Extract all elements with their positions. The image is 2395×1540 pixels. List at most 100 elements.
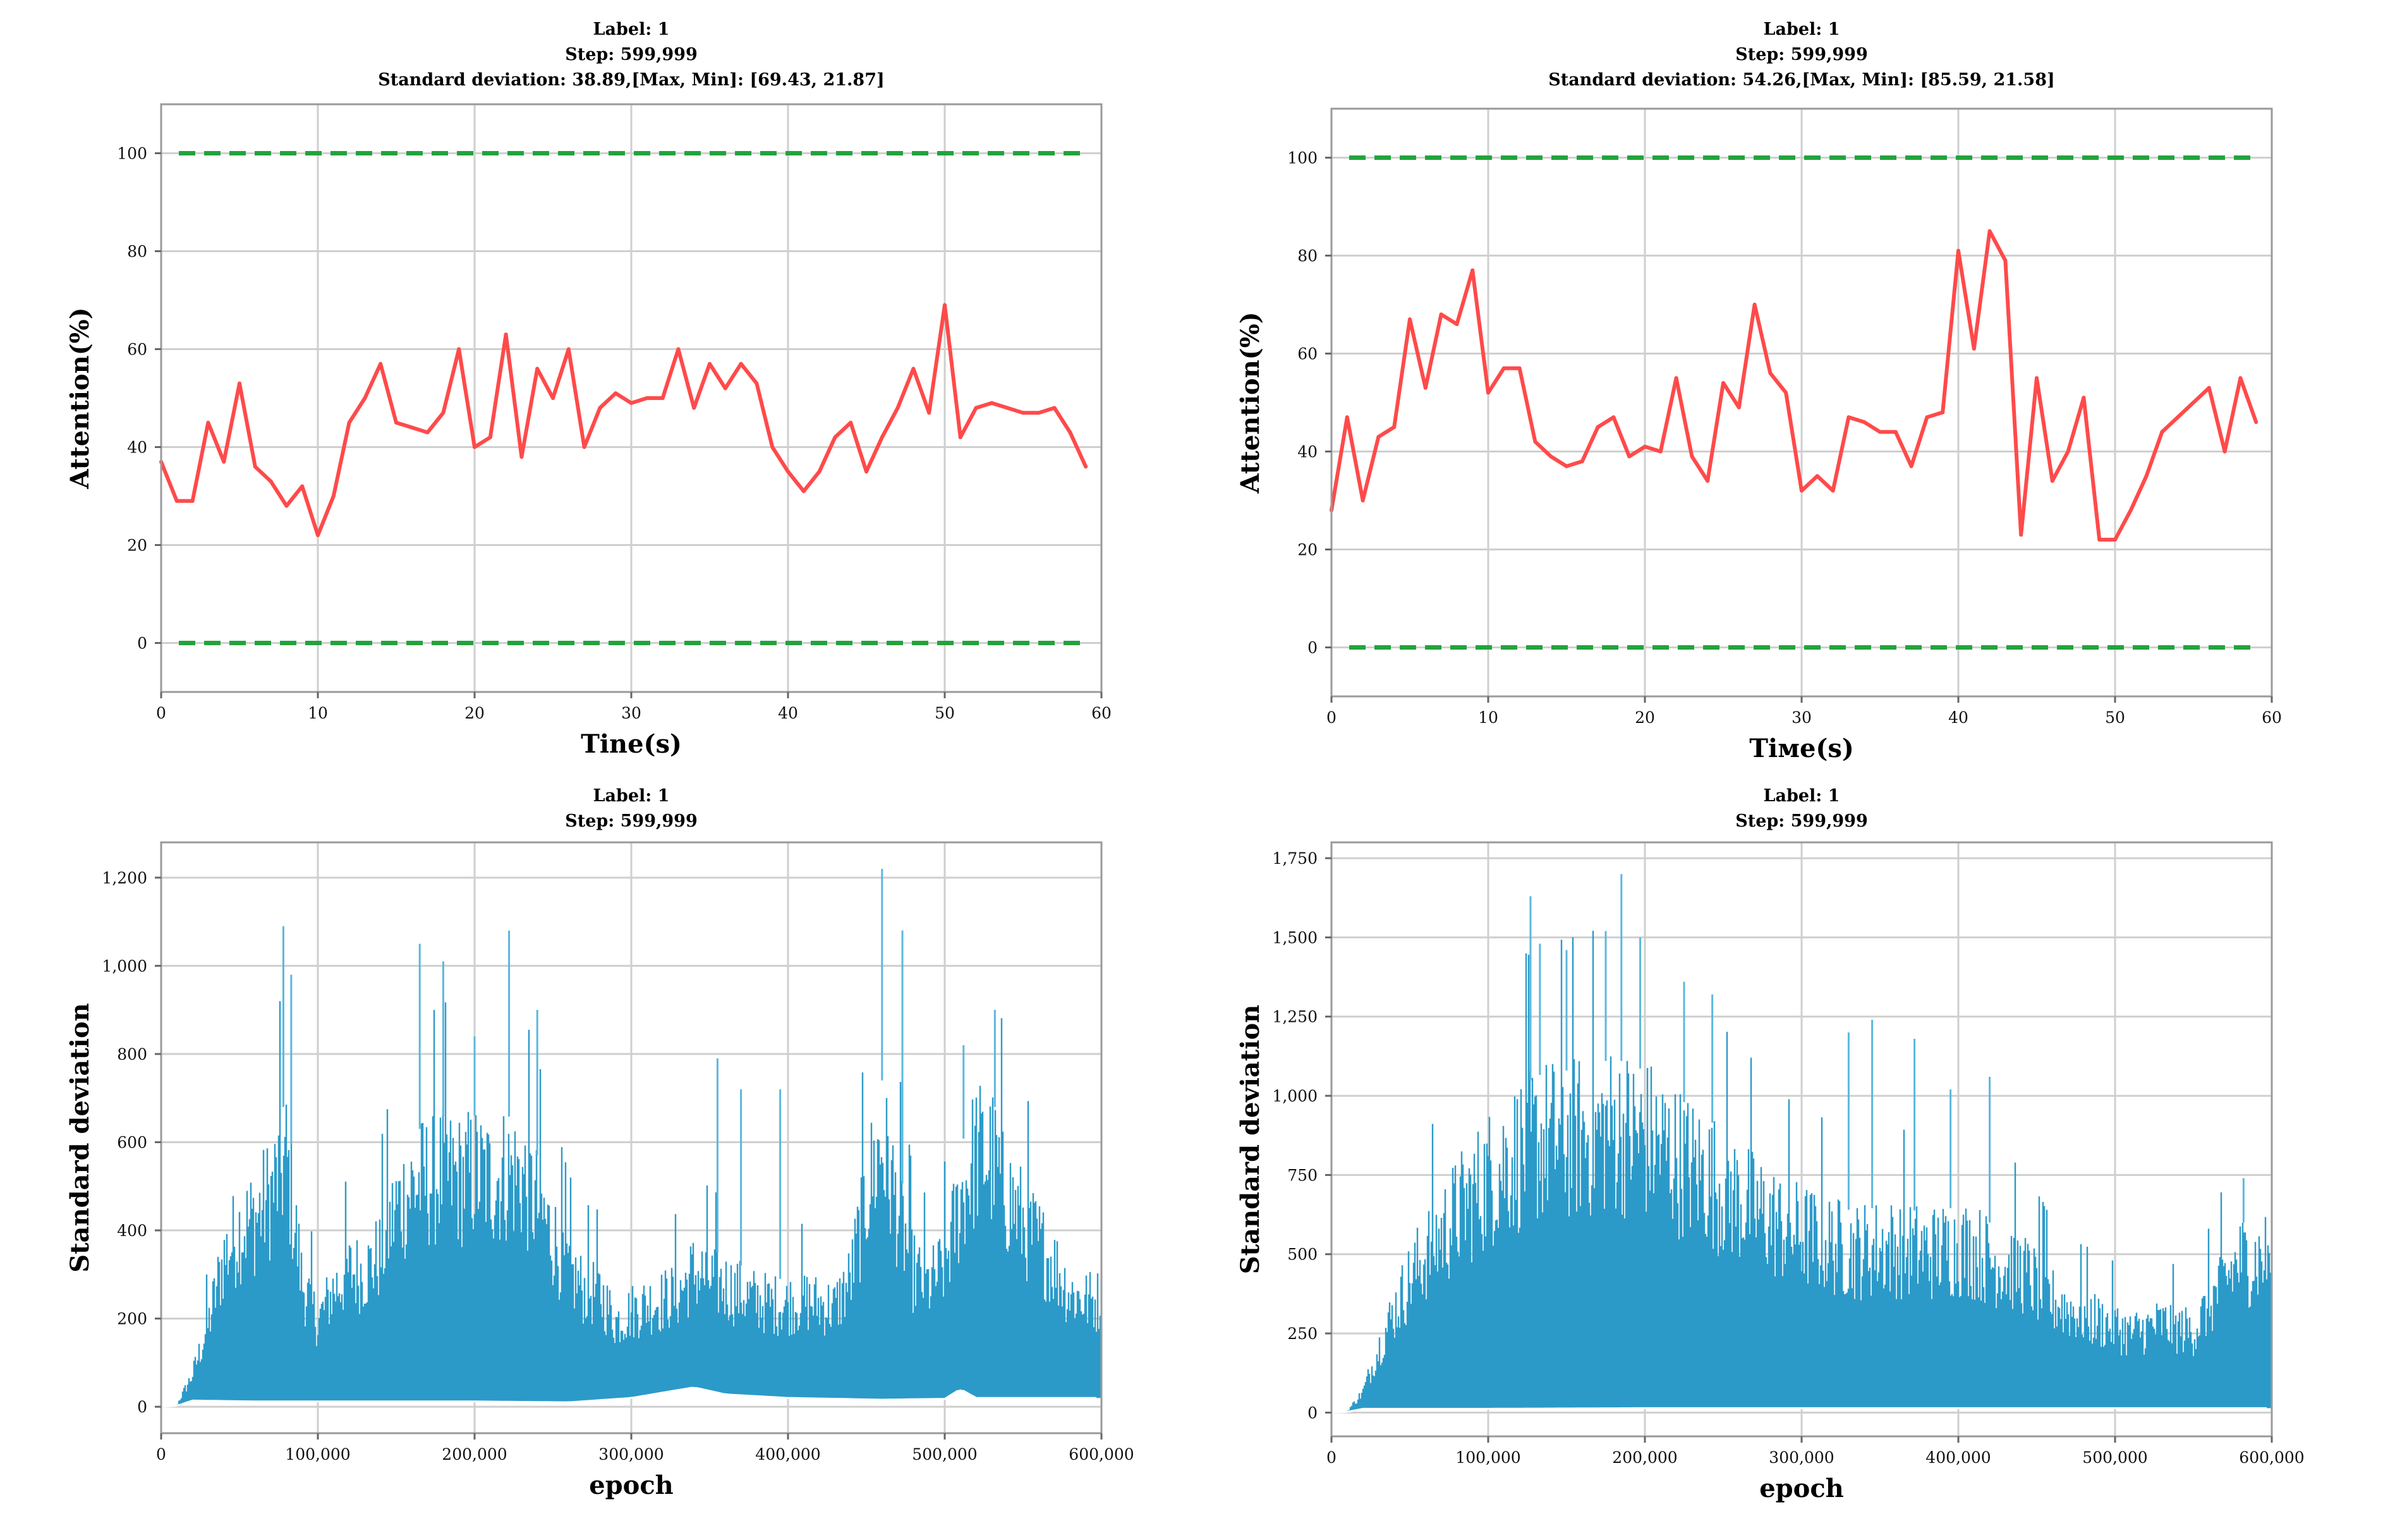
data-point: [2254, 420, 2259, 424]
chart-panel-2: Label: 1 Step: 599,999 Standard deviation:…: [1235, 20, 2282, 763]
data-point: [1956, 248, 1960, 253]
y-tick-label: 60: [127, 341, 147, 359]
data-point: [598, 406, 602, 410]
data-point: [723, 386, 727, 391]
data-point: [1815, 474, 1819, 478]
data-point: [1021, 411, 1025, 415]
data-point: [1486, 391, 1490, 395]
x-tick-label: 100,000: [1455, 1448, 1520, 1467]
chart-panel-3: Label: 1 Step: 599,999 0 100,000 200,000 300,…: [65, 786, 1134, 1500]
y-tick-label: 80: [127, 243, 147, 261]
data-point: [253, 464, 257, 469]
data-point: [2192, 401, 2195, 404]
data-point: [331, 494, 336, 498]
chart-title-line: Label: 1: [1764, 20, 1840, 39]
chart-title-line: Label: 1: [1764, 786, 1840, 806]
data-point: [174, 499, 179, 503]
data-point: [1392, 425, 1397, 429]
y-tick-label: 0: [137, 1398, 147, 1416]
data-point: [1925, 415, 1929, 420]
chart-title-line: Standard deviation: 54.26,[Max, Min]: [8…: [1548, 70, 2055, 90]
y-axis-label: Standard deviation: [65, 1003, 95, 1272]
x-tick-label: 200,000: [442, 1445, 507, 1464]
data-point: [1052, 406, 1057, 410]
data-point: [206, 420, 210, 425]
y-tick-label: 200: [117, 1310, 147, 1328]
data-point: [1408, 317, 1412, 322]
y-tick-label: 0: [137, 634, 147, 653]
data-point: [1036, 411, 1041, 415]
data-point: [284, 504, 289, 508]
y-tick-label: 1,000: [1272, 1087, 1318, 1105]
data-point: [441, 411, 446, 415]
x-tick-label: 0: [1326, 1448, 1337, 1467]
area-series: [1331, 874, 2272, 1414]
y-tick-label: 100: [1287, 149, 1318, 167]
area-bars: [1331, 931, 2272, 1413]
data-point: [457, 347, 461, 351]
data-point: [911, 367, 916, 371]
chart-title-line: Step: 599,999: [1735, 811, 1868, 831]
data-point: [488, 435, 492, 439]
data-point: [1721, 381, 1725, 385]
data-point: [1549, 454, 1553, 459]
data-point: [2003, 258, 2008, 263]
x-tick-label: 40: [1948, 708, 1968, 727]
y-tick-label: 750: [1287, 1166, 1318, 1184]
x-axis-label: Tine(s): [581, 729, 682, 759]
x-tick-label: 50: [935, 704, 955, 722]
data-point: [1737, 405, 1741, 409]
data-point: [1423, 385, 1428, 390]
x-tick-label: 10: [308, 704, 328, 722]
x-tick-label: 20: [1635, 708, 1655, 727]
y-tick-label: 20: [1297, 541, 1318, 559]
data-point: [1643, 444, 1647, 449]
data-point: [1439, 312, 1443, 317]
data-point: [1987, 229, 1992, 233]
data-point: [2035, 376, 2039, 380]
y-tick-label: 1,500: [1272, 928, 1318, 947]
data-point: [849, 420, 853, 425]
data-point: [1784, 391, 1788, 395]
data-point: [566, 347, 571, 351]
y-tick-label: 20: [127, 537, 147, 555]
data-point: [316, 533, 320, 537]
data-point: [990, 401, 994, 405]
y-axis-label: Attention(%): [1235, 312, 1265, 494]
data-point: [1941, 410, 1945, 415]
chart-panel-4: Label: 1 Step: 599,999 0 100,000 200,000 300,…: [1235, 786, 2305, 1503]
x-tick-label: 300,000: [598, 1445, 664, 1464]
chart-title-line: Step: 599,999: [1735, 45, 1868, 64]
data-point: [1533, 440, 1537, 444]
data-point: [817, 470, 822, 474]
x-tick-label: 50: [2105, 708, 2125, 727]
data-point: [2066, 449, 2070, 454]
data-point: [582, 445, 586, 449]
chart-title-line: Label: 1: [593, 20, 670, 39]
data-point: [1846, 415, 1851, 420]
y-tick-label: 1,000: [102, 957, 147, 975]
data-point: [473, 445, 476, 449]
x-axis-label: Tiме(s): [1749, 734, 1854, 763]
y-axis-label: Attention(%): [65, 307, 95, 489]
data-point: [1800, 488, 1804, 493]
data-point: [1005, 406, 1010, 410]
series-line: [159, 303, 1088, 537]
chart-title-line: Step: 599,999: [565, 45, 698, 64]
x-tick-label: 600,000: [1069, 1445, 1134, 1464]
x-tick-label: 100,000: [285, 1445, 350, 1464]
x-tick-label: 40: [778, 704, 798, 722]
data-point: [394, 420, 398, 425]
data-point: [974, 406, 978, 410]
y-tick-label: 1,250: [1272, 1008, 1318, 1026]
y-tick-label: 60: [1297, 345, 1318, 363]
data-point: [1517, 366, 1522, 370]
data-point: [1455, 322, 1459, 326]
series-line: [1330, 229, 2259, 542]
floor-line: [1331, 1407, 2267, 1414]
data-point: [269, 479, 273, 483]
data-point: [2019, 533, 2023, 537]
x-tick-label: 300,000: [1769, 1448, 1834, 1467]
data-point: [379, 361, 383, 366]
data-point: [363, 396, 367, 400]
